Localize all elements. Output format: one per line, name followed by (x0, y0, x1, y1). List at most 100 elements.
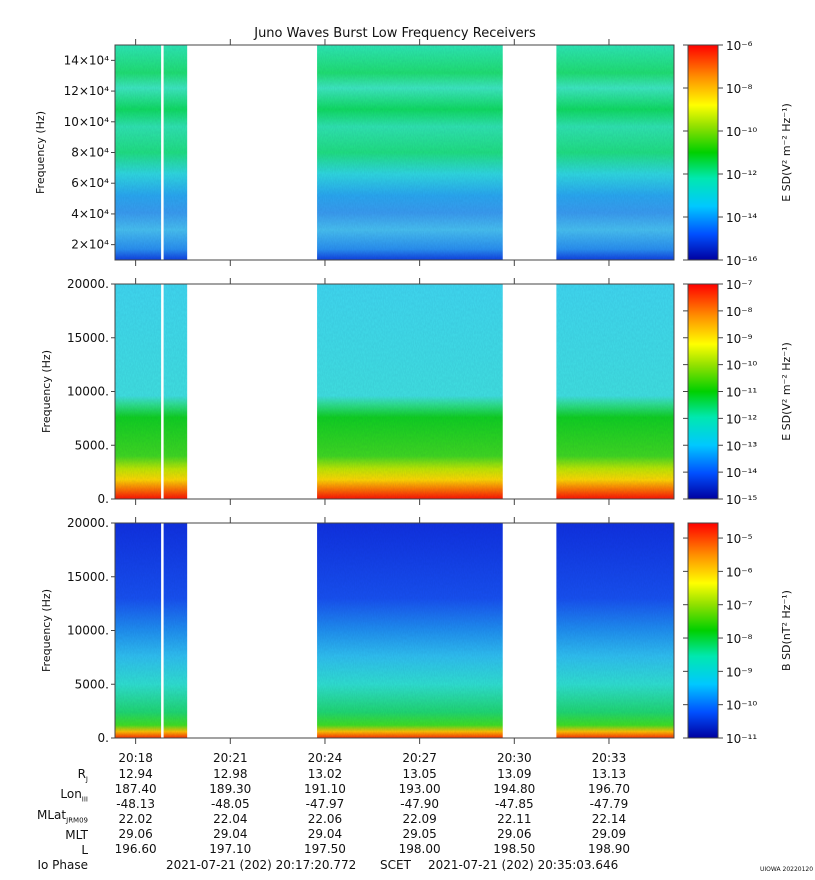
ephemeris-value: -48.05 (210, 797, 250, 811)
ephem-label-rj: RJ (77, 767, 88, 784)
data-gap-narrow (161, 45, 164, 260)
colorbar (687, 283, 719, 500)
data-gap (502, 522, 557, 739)
ephemeris-value: 196.60 (114, 842, 157, 856)
colorbar-label: E SD(V² m⁻² Hz⁻¹) (780, 342, 793, 441)
colorbar-tick-label: 10⁻¹⁰ (726, 125, 757, 139)
ephemeris-value: -48.13 (116, 797, 155, 811)
ephemeris-value: 29.04 (213, 827, 248, 841)
colorbar-label: E SD(V² m⁻² Hz⁻¹) (780, 103, 793, 202)
y-tick-label: 8×10⁴ (71, 146, 109, 160)
ephemeris-value: 198.50 (493, 842, 536, 856)
data-gap-narrow (161, 284, 164, 499)
ephemeris-value: 197.10 (209, 842, 252, 856)
ephemeris-value: 22.06 (307, 812, 343, 826)
colorbar (687, 44, 719, 261)
colorbar-tick-label: 10⁻¹⁶ (726, 254, 757, 268)
ephemeris-column: 12.94 187.40 -48.13 22.02 29.06 196.60 (106, 767, 166, 857)
x-tick-label: 20:30 (497, 751, 532, 765)
x-tick-label: 20:21 (213, 751, 248, 765)
ephemeris-value: 29.09 (591, 827, 627, 841)
ephemeris-value: 198.90 (587, 842, 630, 856)
ephemeris-value: 13.09 (497, 767, 532, 781)
ephem-label-mlt: MLT (65, 828, 88, 843)
ephemeris-value: -47.79 (589, 797, 629, 811)
colorbar-tick-label: 10⁻⁹ (726, 665, 753, 679)
footer-scet: SCET (380, 858, 411, 872)
colorbar-tick-label: 10⁻⁸ (726, 632, 753, 646)
data-gap (187, 44, 318, 261)
spectrogram-panel-1: 2×10⁴ 4×10⁴ 6×10⁴ 8×10⁴ 10×10⁴ 12×10⁴ 14×10⁴ Fr… (34, 39, 793, 268)
ephemeris-value: 22.11 (497, 812, 532, 826)
ephem-label-io-phase: Io Phase (37, 858, 88, 873)
spectrogram-panel-3: 0. 5000. 10000. 15000. 20000. Frequency (Hz) 1… (40, 516, 793, 746)
colorbar-tick-label: 10⁻⁵ (726, 532, 753, 546)
data-gap (187, 283, 318, 500)
colorbar-tick-label: 10⁻⁸ (726, 82, 753, 96)
ephemeris-column: 13.13 196.70 -47.79 22.14 29.09 198.90 (579, 767, 639, 857)
y-tick-label: 20000. (67, 516, 109, 530)
ephemeris-value: 29.06 (118, 827, 153, 841)
x-tick-label: 20:18 (118, 751, 153, 765)
ephem-label-mlat: MLatJRM09 (37, 807, 88, 825)
y-tick-label: 10000. (67, 385, 109, 399)
ephemeris-value: 22.09 (402, 812, 437, 826)
colorbar (687, 522, 719, 739)
ephemeris-value: 194.80 (493, 782, 536, 796)
ephemeris-value: 197.50 (303, 842, 346, 856)
y-tick-label: 20000. (67, 277, 109, 291)
y-tick-label: 0. (98, 492, 109, 506)
data-gap (502, 44, 557, 261)
x-tick-label: 20:24 (308, 751, 343, 765)
x-tick-label: 20:27 (402, 751, 437, 765)
ephemeris-labels: RJ LonIII MLatJRM09 MLT L Io Phase (0, 767, 88, 873)
y-tick-label: 10×10⁴ (64, 115, 110, 129)
ephemeris-value: 22.04 (213, 812, 248, 826)
ephemeris-value: 29.04 (307, 827, 343, 841)
y-tick-label: 4×10⁴ (71, 207, 109, 221)
ephemeris-value: -47.90 (400, 797, 439, 811)
ephemeris-value: -47.97 (305, 797, 345, 811)
colorbar-tick-label: 10⁻¹³ (726, 439, 757, 453)
y-tick-label: 2×10⁴ (71, 238, 109, 252)
colorbar-tick-label: 10⁻¹² (726, 168, 757, 182)
x-tick-label: 20:33 (592, 751, 627, 765)
ephemeris-value: 187.40 (114, 782, 157, 796)
credit-stamp: UIOWA 20220120 (760, 866, 814, 873)
ephemeris-value: 198.00 (398, 842, 441, 856)
colorbar-label: B SD(nT² Hz⁻¹) (780, 590, 793, 671)
ephemeris-column: 13.09 194.80 -47.85 22.11 29.06 198.50 (484, 767, 544, 857)
colorbar-tick-label: 10⁻¹¹ (726, 732, 757, 746)
ephemeris-value: -47.85 (494, 797, 534, 811)
data-gap (502, 283, 557, 500)
ephemeris-column: 13.05 193.00 -47.90 22.09 29.05 198.00 (390, 767, 450, 857)
colorbar-tick-label: 10⁻⁷ (726, 599, 753, 613)
ephemeris-value: 29.05 (402, 827, 437, 841)
chart-title: Juno Waves Burst Low Frequency Receivers (253, 26, 536, 41)
spectrogram-panel-2: 0. 5000. 10000. 15000. 20000. Frequency (Hz) 1… (40, 277, 793, 507)
colorbar-tick-label: 10⁻⁷ (726, 278, 753, 292)
colorbar-tick-label: 10⁻⁶ (726, 565, 753, 579)
ephemeris-value: 12.94 (118, 767, 153, 781)
y-tick-label: 15000. (67, 570, 109, 584)
ephemeris-value: 13.02 (307, 767, 343, 781)
y-tick-label: 12×10⁴ (64, 84, 110, 98)
ephem-label-lon: LonIII (60, 787, 88, 804)
y-tick-label: 5000. (75, 438, 109, 452)
colorbar-tick-label: 10⁻⁶ (726, 39, 753, 53)
colorbar-tick-label: 10⁻⁸ (726, 305, 753, 319)
y-tick-label: 0. (98, 731, 109, 745)
colorbar-tick-label: 10⁻¹⁰ (726, 359, 757, 373)
ephemeris-value: 13.05 (402, 767, 437, 781)
ephemeris-column: 13.02 191.10 -47.97 22.06 29.04 197.50 (295, 767, 355, 857)
colorbar-tick-label: 10⁻¹² (726, 412, 757, 426)
footer-end-time: 2021-07-21 (202) 20:35:03.646 (428, 858, 619, 872)
ephemeris-value: 191.10 (303, 782, 346, 796)
colorbar-tick-label: 10⁻¹⁵ (726, 493, 757, 507)
footer-start-time: 2021-07-21 (202) 20:17:20.772 (166, 858, 357, 872)
ephemeris-value: 189.30 (209, 782, 252, 796)
colorbar-tick-label: 10⁻⁹ (726, 332, 753, 346)
ephemeris-value: 22.14 (591, 812, 627, 826)
y-axis-label: Frequency (Hz) (40, 350, 53, 433)
ephemeris-value: 22.02 (118, 812, 153, 826)
